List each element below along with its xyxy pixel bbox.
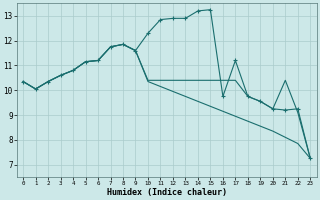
X-axis label: Humidex (Indice chaleur): Humidex (Indice chaleur) bbox=[107, 188, 227, 197]
